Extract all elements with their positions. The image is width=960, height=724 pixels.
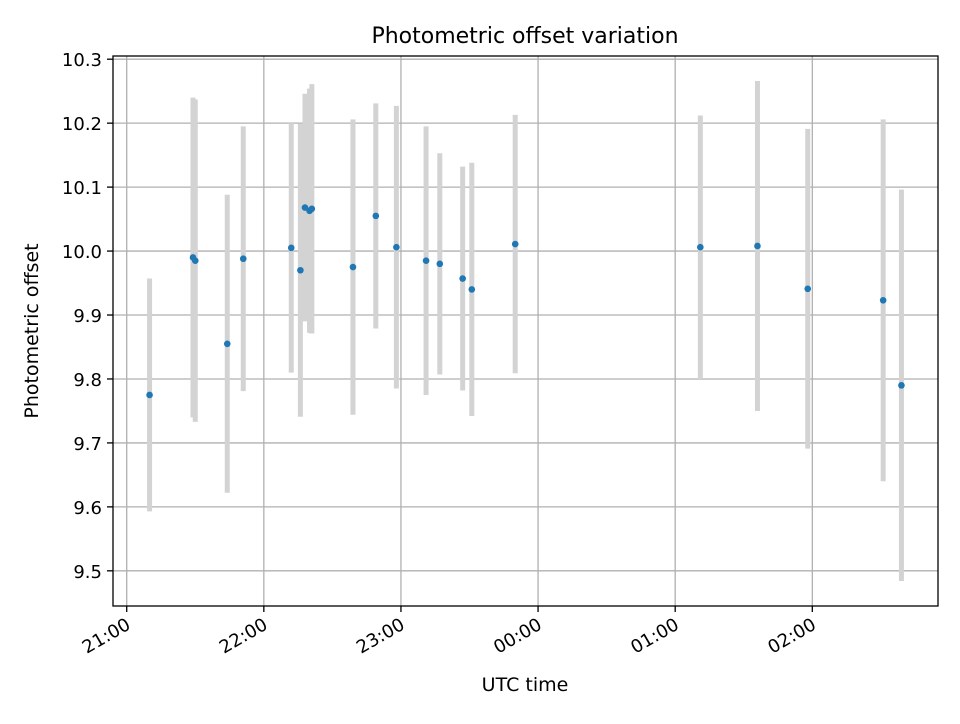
data-point [879,297,887,304]
data-points [146,204,905,399]
data-point [459,275,466,282]
data-point [697,243,704,251]
data-point [191,257,199,264]
y-tick-label: 9.8 [73,370,102,391]
y-tick-label: 9.5 [73,562,102,583]
y-tick-label: 10.1 [62,178,102,199]
y-tick-label: 10.0 [62,242,102,263]
data-point [287,244,295,252]
data-point [511,240,519,248]
plot-frame [112,55,939,607]
data-point [297,266,304,274]
data-point [308,205,316,213]
y-axis-label: Photometric offset [21,243,43,418]
data-point [146,391,153,399]
data-point [301,204,309,211]
data-point [239,255,247,263]
y-tick-label: 9.6 [73,498,102,519]
x-axis-label: UTC time [482,674,569,696]
data-point [393,243,400,251]
grid [113,56,938,606]
data-point [804,285,812,293]
y-tick-label: 10.2 [62,114,102,135]
data-point [754,242,761,250]
data-point [422,257,430,264]
y-tick-label: 10.3 [62,50,102,71]
data-point [372,212,380,220]
data-point [436,260,444,268]
y-tick-label: 9.7 [73,434,102,455]
data-point [349,263,357,271]
y-tick-label: 9.9 [73,306,102,327]
data-point [898,382,905,389]
chart-title: Photometric offset variation [371,24,678,49]
data-point [468,286,476,293]
data-point [223,340,231,348]
